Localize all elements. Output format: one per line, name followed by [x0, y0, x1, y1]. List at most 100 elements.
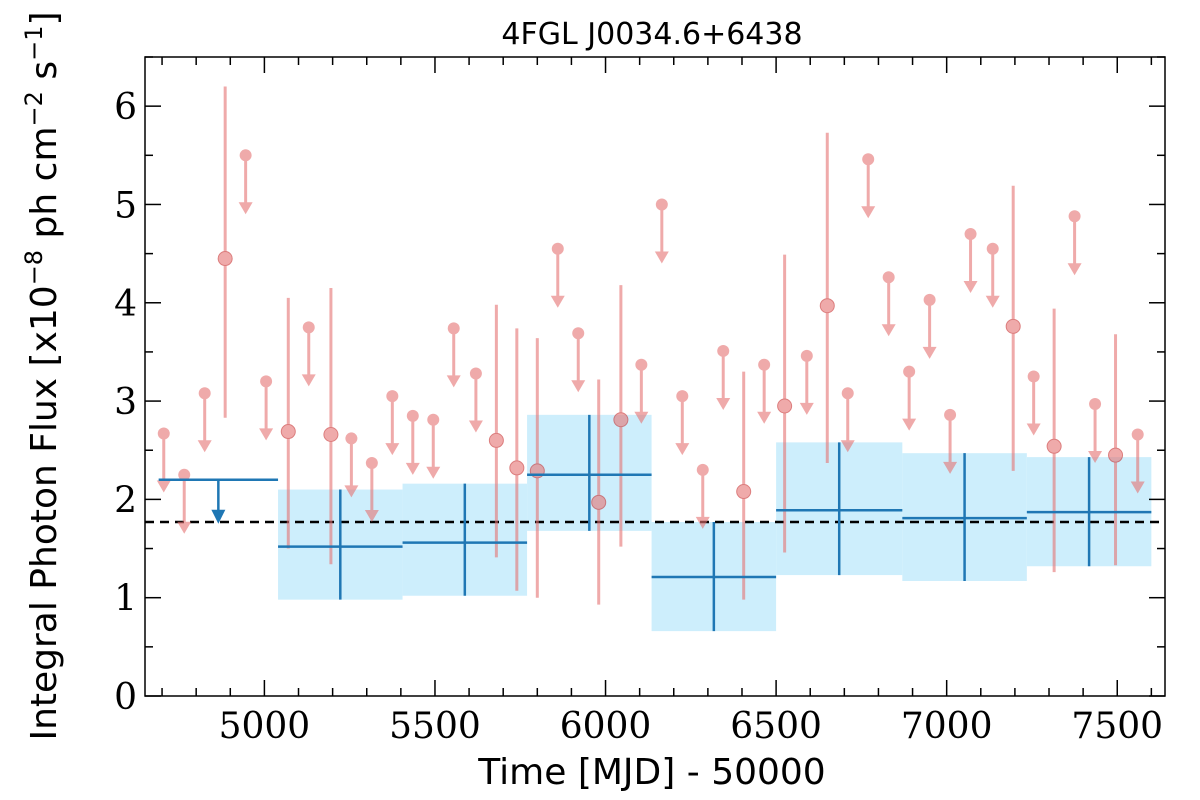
y-tick-label: 4: [114, 284, 137, 325]
monthly-upper-limit: [634, 358, 649, 424]
monthly-upper-limit: [1088, 398, 1103, 464]
x-tick-label: 5000: [219, 706, 311, 747]
monthly-point: [280, 297, 296, 549]
upper-limit-cap-marker: [986, 242, 999, 255]
monthly-marker: [217, 251, 233, 267]
x-tick-label: 6000: [560, 706, 652, 747]
x-tick-label: 6500: [730, 706, 822, 747]
monthly-marker: [1108, 447, 1124, 463]
y-axis-title-end: ]: [24, 11, 65, 25]
upper-limit-cap-marker: [345, 432, 358, 445]
monthly-marker: [488, 432, 504, 448]
upper-limit-cap-marker: [551, 242, 564, 255]
upper-limit-arrow: [197, 440, 212, 453]
monthly-marker: [509, 460, 525, 476]
x-tick-label: 7500: [1071, 706, 1163, 747]
upper-limit-cap-marker: [696, 463, 709, 476]
monthly-upper-limit: [446, 322, 461, 388]
monthly-point: [323, 288, 339, 565]
upper-limit-cap-marker: [800, 349, 813, 362]
upper-limit-arrow: [177, 521, 192, 534]
upper-limit-arrow: [1067, 263, 1082, 276]
upper-limit-cap-marker: [447, 322, 460, 335]
upper-limit-arrow: [963, 280, 978, 293]
y-tick-label: 5: [114, 185, 137, 226]
upper-limit-arrow: [922, 346, 937, 359]
upper-limit-arrow: [985, 295, 1000, 308]
monthly-marker: [736, 484, 752, 500]
upper-limit-cap-marker: [655, 198, 668, 211]
upper-limit-cap-marker: [717, 344, 730, 357]
yearly-upper-limit-arrow: [211, 509, 226, 524]
monthly-point: [488, 304, 504, 558]
monthly-upper-limit: [963, 227, 978, 293]
monthly-upper-limit: [902, 365, 917, 431]
upper-limit-cap-marker: [157, 427, 170, 440]
y-axis-title-main: Integral Photon Flux [x10: [24, 285, 65, 740]
monthly-point: [529, 338, 545, 598]
upper-limit-cap-marker: [944, 408, 957, 421]
y-axis-title-mid: ph cm: [24, 126, 65, 249]
y-tick-label: 1: [114, 579, 137, 620]
upper-limit-arrow: [654, 251, 669, 264]
monthly-upper-limit: [943, 408, 958, 474]
monthly-upper-limit: [922, 293, 937, 359]
upper-limit-arrow: [943, 461, 958, 474]
monthly-upper-limit: [840, 387, 855, 453]
upper-limit-arrow: [1088, 451, 1103, 464]
upper-limit-arrow: [840, 440, 855, 453]
upper-limit-cap-marker: [903, 365, 916, 378]
y-tick-label: 2: [114, 480, 137, 521]
monthly-point: [1005, 185, 1021, 471]
upper-limit-arrow: [799, 402, 814, 415]
x-axis-title: Time [MJD] - 50000: [477, 752, 825, 793]
upper-limit-arrow: [881, 324, 896, 337]
upper-limit-cap-marker: [1131, 428, 1144, 441]
monthly-upper-limit: [571, 327, 586, 393]
monthly-upper-limit: [1026, 370, 1041, 436]
monthly-point: [613, 285, 629, 547]
upper-limit-cap-marker: [676, 390, 689, 403]
monthly-upper-limit: [695, 463, 710, 529]
y-axis-title-mid2: s: [24, 61, 65, 91]
monthly-marker: [591, 494, 607, 510]
upper-limit-arrow: [695, 516, 710, 529]
monthly-upper-limit: [259, 375, 274, 441]
upper-limit-arrow: [364, 510, 379, 523]
upper-limit-arrow: [238, 202, 253, 215]
upper-limit-cap-marker: [1089, 398, 1102, 411]
monthly-upper-limit: [385, 390, 400, 456]
upper-limit-arrow: [446, 375, 461, 388]
monthly-upper-limit: [197, 387, 212, 453]
monthly-upper-limit: [716, 344, 731, 410]
monthly-point: [1108, 334, 1124, 566]
upper-limit-arrow: [757, 411, 772, 424]
upper-limit-arrow: [861, 206, 876, 219]
upper-limit-arrow: [156, 480, 171, 493]
y-tick-label: 3: [114, 382, 137, 423]
upper-limit-cap-marker: [427, 413, 440, 426]
monthly-upper-limit: [757, 358, 772, 424]
upper-limit-cap-marker: [923, 293, 936, 306]
upper-limit-arrow: [550, 295, 565, 308]
upper-limit-arrow: [716, 397, 731, 410]
monthly-upper-limit: [301, 321, 316, 387]
upper-limit-cap-marker: [964, 227, 977, 240]
monthly-upper-limit: [156, 427, 171, 493]
upper-limit-cap-marker: [406, 409, 419, 422]
monthly-marker: [1046, 438, 1062, 454]
upper-limit-cap-marker: [572, 327, 585, 340]
upper-limit-arrow: [344, 485, 359, 498]
monthly-point: [819, 132, 835, 464]
monthly-upper-limit: [799, 349, 814, 415]
monthly-upper-limit: [344, 432, 359, 498]
monthly-upper-limit: [364, 457, 379, 523]
upper-limit-cap-marker: [882, 271, 895, 284]
upper-limit-cap-marker: [198, 387, 211, 400]
monthly-point: [1046, 308, 1062, 573]
monthly-upper-limit: [468, 367, 483, 433]
y-axis-title-exp1: −8: [20, 250, 48, 285]
monthly-upper-limit: [654, 198, 669, 264]
upper-limit-arrow: [675, 443, 690, 456]
upper-limit-arrow: [1026, 423, 1041, 436]
